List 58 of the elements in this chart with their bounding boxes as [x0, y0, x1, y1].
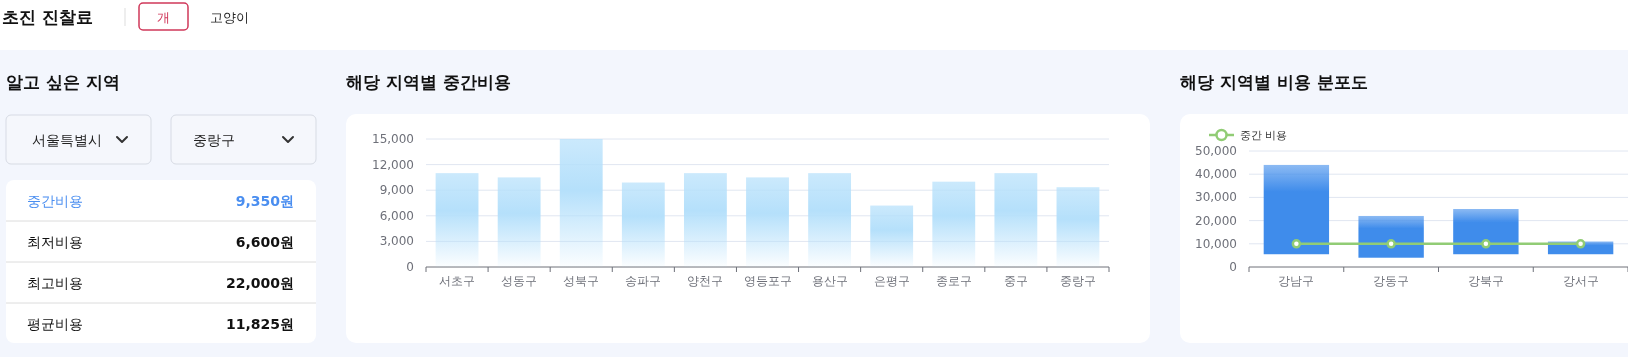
chart-title: 해당 지역별 중간비용	[346, 72, 511, 92]
text: 22,000원	[225, 275, 294, 291]
y-tick-label: 10,000	[1195, 236, 1237, 251]
y-tick-label: 3,000	[379, 234, 414, 249]
bar	[1056, 187, 1100, 267]
x-tick-label: 성동구	[501, 274, 538, 288]
text: 중랑구	[193, 132, 235, 148]
y-tick-label: 50,000	[1195, 144, 1237, 158]
y-tick-label: 0	[406, 260, 414, 274]
bar	[870, 205, 914, 267]
text: 초진 진찰료	[2, 7, 93, 27]
x-tick-label: 종로구	[935, 274, 972, 288]
y-tick-label: 40,000	[1195, 167, 1237, 182]
y-tick-label: 15,000	[372, 132, 414, 146]
y-tick-label: 9,000	[379, 183, 414, 198]
bar	[1358, 215, 1424, 258]
text: 최저비용	[27, 234, 83, 250]
x-tick-label: 중랑구	[1059, 274, 1096, 288]
text: 11,825원	[225, 316, 294, 332]
bar	[1453, 209, 1519, 255]
bar	[994, 173, 1038, 267]
text: 서울특별시	[32, 132, 102, 148]
bar	[435, 173, 479, 267]
bar	[746, 177, 789, 267]
text: 평균비용	[27, 316, 83, 332]
y-tick-label: 6,000	[379, 208, 414, 223]
x-tick-label: 강동구	[1373, 274, 1410, 288]
bar	[497, 177, 541, 267]
y-tick-label: 20,000	[1195, 213, 1237, 228]
text: 개	[157, 10, 170, 25]
y-tick-label: 12,000	[372, 157, 414, 172]
x-tick-label: 송파구	[625, 274, 662, 288]
y-tick-label: 0	[1229, 260, 1237, 274]
text: 6,600원	[235, 234, 294, 250]
bar	[932, 181, 976, 267]
text: 최고비용	[27, 275, 83, 291]
x-tick-label: 중구	[1003, 274, 1028, 288]
x-tick-label: 은평구	[873, 274, 910, 288]
bar	[621, 182, 665, 267]
legend-label: 중간 비용	[1240, 129, 1288, 142]
text: 9,350원	[235, 193, 294, 209]
x-tick-label: 성북구	[563, 274, 600, 288]
text: 중간비용	[27, 193, 83, 209]
x-tick-label: 영등포구	[743, 274, 792, 288]
x-tick-label: 강북구	[1467, 274, 1504, 288]
x-tick-label: 양천구	[687, 274, 724, 288]
x-tick-label: 용산구	[811, 274, 848, 288]
x-tick-label: 서초구	[439, 274, 476, 288]
text: 고양이	[209, 10, 249, 25]
bar	[559, 139, 603, 267]
bar	[808, 173, 852, 267]
text: 알고 싶은 지역	[6, 72, 120, 92]
y-tick-label: 30,000	[1195, 190, 1237, 205]
x-tick-label: 강남구	[1278, 274, 1315, 288]
bar	[1263, 164, 1330, 255]
x-tick-label: 강서구	[1562, 274, 1599, 288]
bar	[683, 173, 727, 267]
chart-title: 해당 지역별 비용 분포도	[1180, 72, 1368, 92]
